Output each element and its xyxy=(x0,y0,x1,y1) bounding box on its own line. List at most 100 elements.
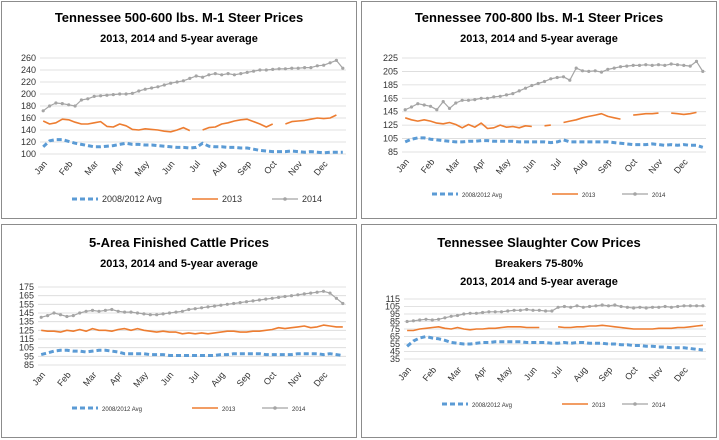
data-point xyxy=(625,305,629,309)
data-point xyxy=(251,299,255,303)
x-tick-label: Jun xyxy=(521,157,538,175)
data-point xyxy=(473,98,477,102)
y-tick-label: 220 xyxy=(21,77,36,87)
y-tick-label: 175 xyxy=(19,282,34,292)
legend-label: 2008/2012 Avg xyxy=(462,193,502,199)
legend-label: 2014 xyxy=(302,194,322,204)
data-point xyxy=(525,307,529,312)
data-point xyxy=(271,67,275,71)
y-tick-label: 165 xyxy=(383,93,398,103)
legend-label: 2013 xyxy=(222,407,236,413)
data-point xyxy=(54,101,58,105)
data-point xyxy=(79,98,83,102)
y-tick-label: 105 xyxy=(383,134,398,144)
data-point xyxy=(244,300,249,304)
data-point xyxy=(594,304,598,308)
legend-item: 2008/2012 Avg xyxy=(442,402,512,409)
data-point xyxy=(657,305,661,309)
x-tick-label: Mar xyxy=(444,157,462,175)
data-point xyxy=(124,92,128,96)
x-tick-label: Apr xyxy=(108,370,125,387)
x-tick-label: May xyxy=(131,369,150,389)
data-point xyxy=(150,86,154,90)
data-point xyxy=(536,81,540,86)
legend-item: 2014 xyxy=(622,192,666,199)
series-y2013 xyxy=(404,111,697,130)
legend-label: 2014 xyxy=(652,403,666,409)
data-point xyxy=(302,292,306,296)
x-tick-label: May xyxy=(495,364,514,384)
series-y2013 xyxy=(42,114,337,133)
series-y2014 xyxy=(403,59,705,112)
data-point xyxy=(309,291,313,295)
data-point xyxy=(219,303,223,307)
data-point xyxy=(277,67,281,71)
data-point xyxy=(449,314,453,318)
data-point xyxy=(161,312,165,316)
x-tick-label: Oct xyxy=(262,369,279,387)
data-point xyxy=(232,73,236,77)
y-tick-label: 105 xyxy=(19,343,34,353)
y-tick-label: 120 xyxy=(21,137,36,147)
series-line xyxy=(42,114,337,133)
data-point xyxy=(118,92,122,96)
chart-panel-steer-500-600: Tennessee 500-600 lbs. M-1 Steer Prices 2… xyxy=(1,1,357,219)
data-point xyxy=(644,306,648,310)
data-point xyxy=(562,304,566,309)
legend-label: 2008/2012 Avg xyxy=(102,194,162,204)
x-tick-label: Apr xyxy=(472,365,489,382)
data-point xyxy=(530,83,534,88)
data-point xyxy=(561,75,566,79)
data-point xyxy=(581,305,585,309)
series-y2014 xyxy=(405,303,705,324)
data-point xyxy=(277,295,281,299)
y-tick-label: 100 xyxy=(21,149,36,159)
chart-svg: Tennessee 500-600 lbs. M-1 Steer Prices 2… xyxy=(21,10,346,204)
x-tick-label: Aug xyxy=(210,159,228,178)
legend-item: 2008/2012 Avg xyxy=(72,406,142,413)
data-point xyxy=(283,294,287,299)
chart-subtitle: 2013, 2014 and 5-year average xyxy=(460,33,618,45)
legend-label: 2014 xyxy=(652,193,666,199)
data-point xyxy=(638,305,642,309)
data-point xyxy=(485,96,490,100)
x-tick-label: Nov xyxy=(647,156,665,175)
y-tick-label: 135 xyxy=(19,317,34,327)
y-tick-label: 55 xyxy=(390,339,400,349)
data-point xyxy=(111,93,115,97)
y-tick-label: 160 xyxy=(21,113,36,123)
x-tick-label: Jan xyxy=(30,370,47,388)
series-avg xyxy=(404,136,704,149)
legend-label: 2013 xyxy=(222,194,242,204)
data-point xyxy=(481,310,485,315)
y-tick-label: 95 xyxy=(24,351,34,361)
data-point xyxy=(135,311,140,315)
data-point xyxy=(239,72,243,76)
data-point xyxy=(492,95,496,99)
y-tick-label: 65 xyxy=(390,332,400,342)
chart-title: 5-Area Finished Cattle Prices xyxy=(89,235,269,250)
legend-item: 2008/2012 Avg xyxy=(72,194,162,204)
series-avg xyxy=(406,335,704,352)
y-tick-label: 125 xyxy=(19,325,34,335)
x-tick-label: Sep xyxy=(596,365,614,384)
x-tick-label: Nov xyxy=(647,364,665,383)
data-point xyxy=(656,63,661,67)
series-y2014 xyxy=(39,289,345,319)
chart-subtitle: 2013, 2014 and 5-year average xyxy=(100,33,258,45)
y-tick-label: 225 xyxy=(383,53,398,63)
data-point xyxy=(650,305,655,309)
data-point xyxy=(523,86,528,90)
data-point xyxy=(606,67,610,71)
data-point xyxy=(550,309,554,313)
data-point xyxy=(155,313,159,317)
data-point xyxy=(264,68,268,72)
data-point xyxy=(92,94,96,98)
x-tick-label: Aug xyxy=(571,157,589,176)
data-point xyxy=(296,66,300,70)
data-point xyxy=(518,308,522,312)
legend-item: 2014 xyxy=(262,406,306,413)
data-point xyxy=(619,304,623,309)
data-point xyxy=(537,308,541,312)
